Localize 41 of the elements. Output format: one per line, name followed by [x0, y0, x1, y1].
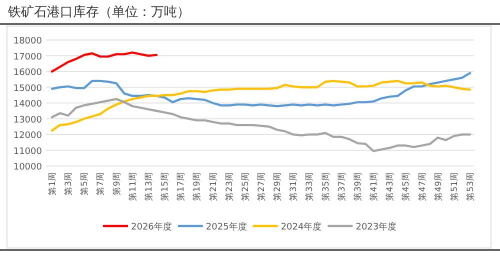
x-tick-label: 第35周 — [320, 172, 332, 201]
x-tick-label: 第33周 — [304, 172, 316, 201]
x-tick-label: 第21周 — [208, 172, 219, 201]
x-tick-label: 第23周 — [224, 172, 235, 201]
x-tick-label: 第25周 — [240, 172, 251, 201]
x-tick-label: 第43周 — [384, 172, 396, 201]
chart-title: 铁矿石港口库存（单位：万吨） — [7, 5, 190, 20]
x-tick-label: 第45周 — [400, 172, 412, 201]
x-tick-label: 第37周 — [336, 172, 348, 201]
legend-label: 2026年度 — [131, 222, 172, 232]
legend-label: 2024年度 — [280, 222, 322, 232]
x-tick-label: 第29周 — [272, 172, 284, 201]
x-tick-label: 第47周 — [416, 172, 428, 201]
x-tick-label: 第49周 — [432, 172, 444, 201]
y-tick-label: 11000 — [13, 146, 42, 157]
y-tick-label: 17000 — [13, 52, 42, 62]
x-tick-label: 第13周 — [143, 172, 154, 201]
y-tick-label: 18000 — [13, 36, 42, 46]
x-tick-label: 第15周 — [160, 172, 171, 201]
x-tick-label: 第27周 — [256, 172, 267, 201]
y-tick-label: 14000 — [13, 100, 42, 110]
y-tick-label: 10000 — [13, 162, 42, 172]
x-tick-label: 第3周 — [63, 172, 74, 196]
y-tick-label: 15000 — [13, 84, 42, 94]
legend-label: 2023年度 — [356, 222, 397, 232]
x-tick-label: 第53周 — [465, 172, 476, 201]
y-tick-label: 16000 — [13, 68, 42, 78]
x-tick-label: 第1周 — [47, 172, 58, 196]
x-tick-label: 第5周 — [79, 172, 90, 196]
y-tick-label: 13000 — [13, 115, 42, 126]
x-tick-label: 第9周 — [111, 172, 122, 196]
x-tick-label: 第7周 — [95, 172, 106, 196]
x-tick-label: 第19周 — [192, 172, 203, 201]
x-tick-label: 第51周 — [448, 172, 460, 201]
x-tick-label: 第31周 — [288, 172, 300, 201]
legend-label: 2025年度 — [206, 222, 247, 232]
x-tick-label: 第11周 — [127, 172, 138, 201]
x-tick-label: 第39周 — [352, 172, 364, 201]
x-tick-label: 第17周 — [176, 172, 187, 201]
y-tick-label: 12000 — [13, 131, 42, 141]
x-tick-label: 第41周 — [368, 172, 380, 201]
